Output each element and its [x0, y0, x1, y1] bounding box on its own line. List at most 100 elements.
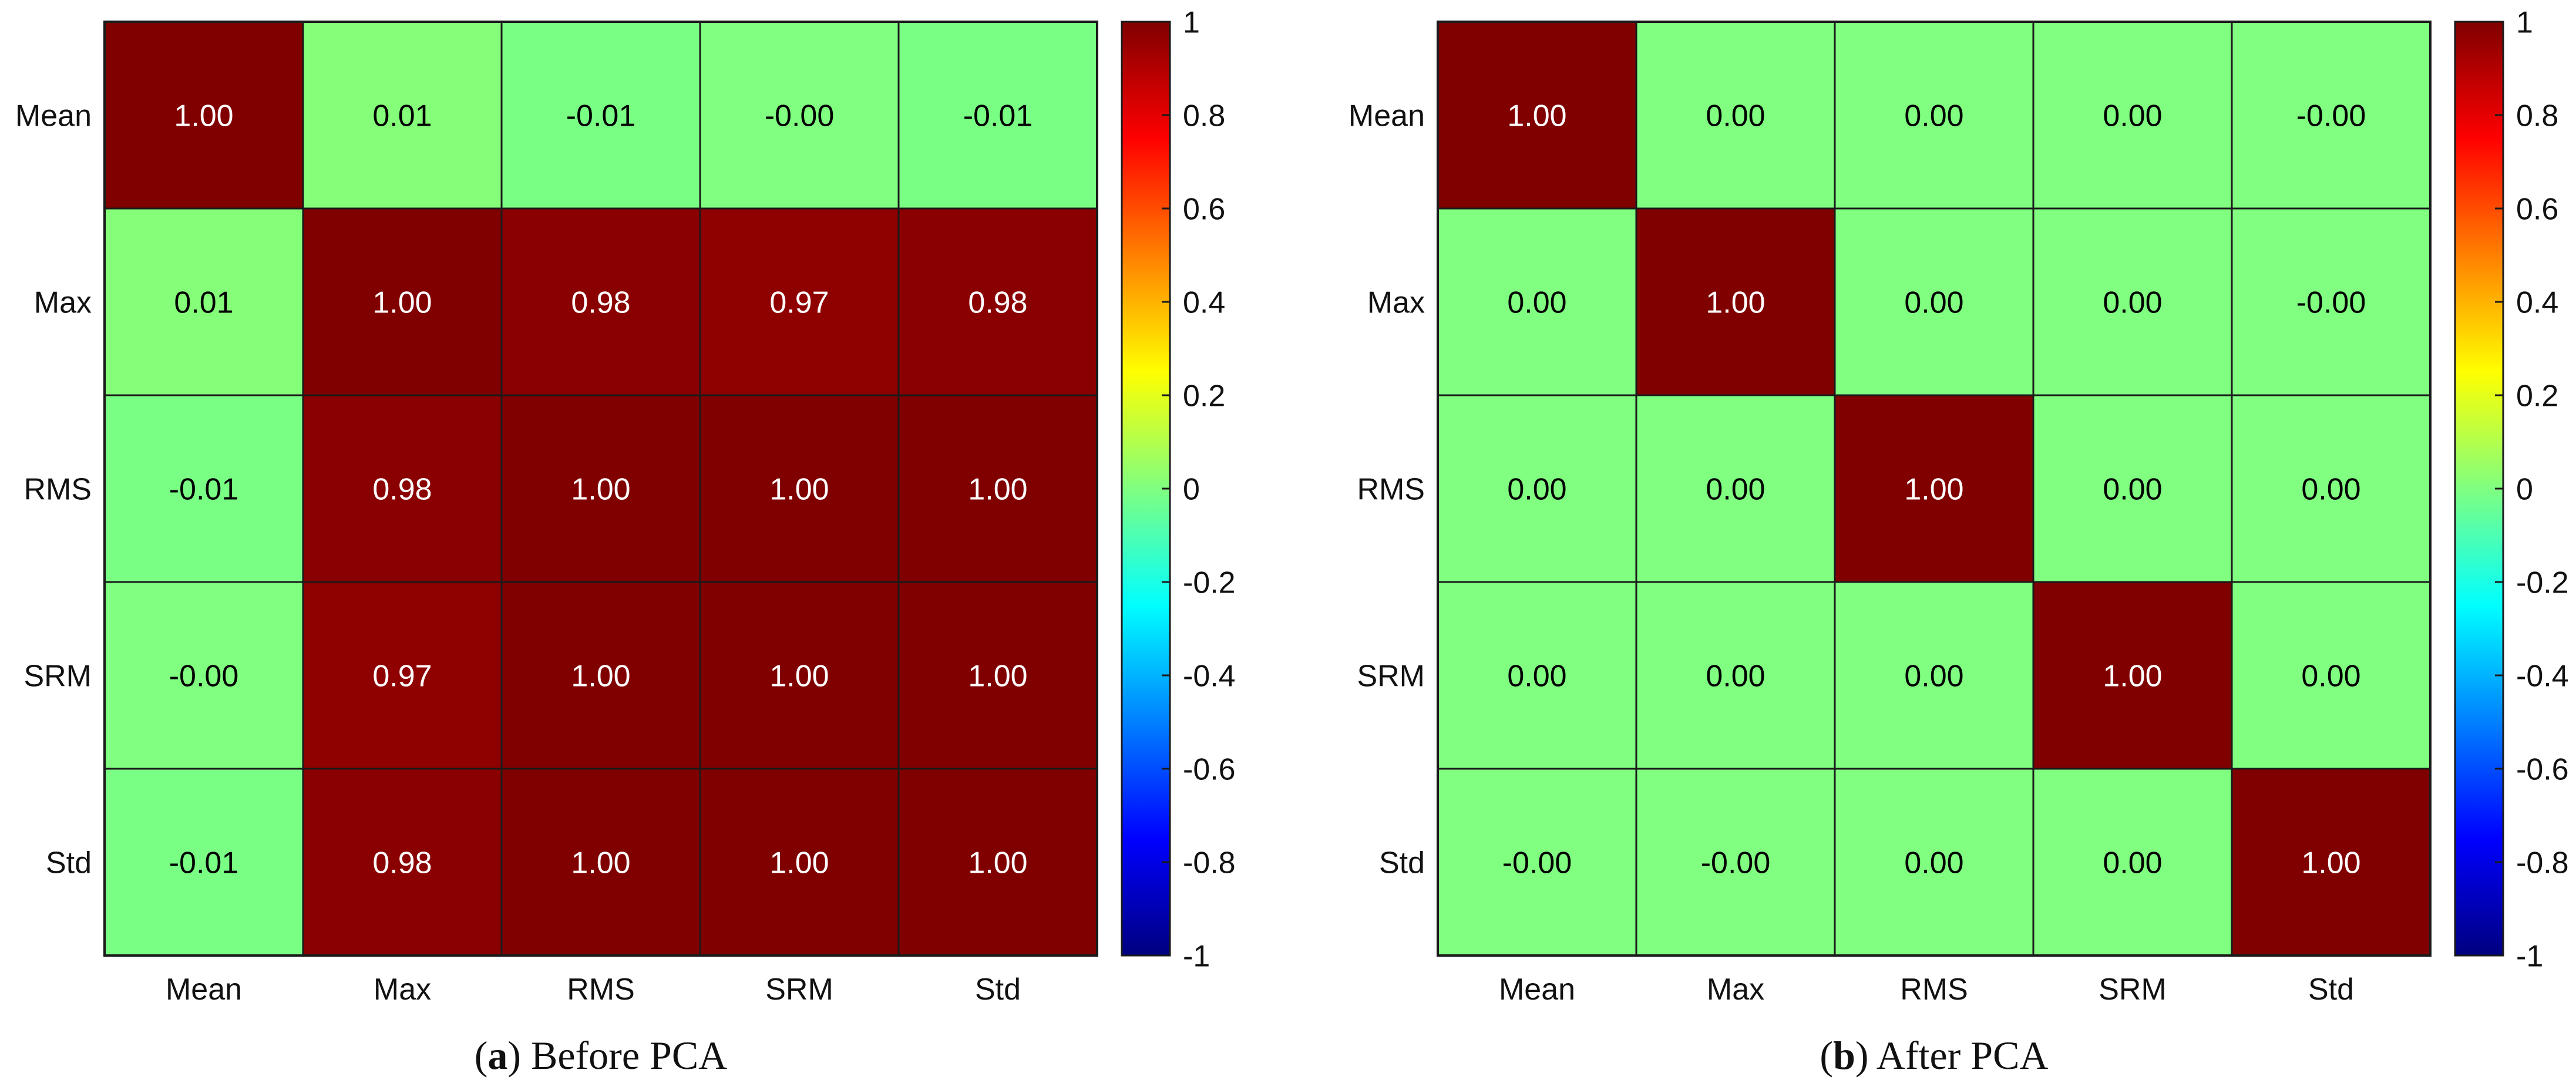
heatmap-frame	[103, 21, 1098, 957]
caption-before-pca: (a) Before PCA	[475, 1033, 728, 1078]
x-tick-label-max: Max	[374, 973, 431, 1007]
cell-value-label: -0.01	[963, 99, 1033, 133]
cell-value-label: 0.00	[1706, 473, 1765, 507]
heatmap-cell-std-srm	[2032, 768, 2233, 957]
colorbar-tick-label: -1	[1183, 940, 1210, 974]
heatmap-cell-srm-srm	[2032, 581, 2233, 770]
heatmap-cell-rms-rms	[500, 394, 701, 583]
cell-value-label: 1.00	[968, 473, 1027, 507]
cell-value-label: -0.00	[1502, 846, 1572, 880]
colorbar-tick-label: 0.4	[1183, 286, 1225, 320]
heatmap-cell-rms-std	[897, 394, 1098, 583]
x-tick-label-max: Max	[1707, 973, 1764, 1007]
heatmap-cell-mean-std	[2231, 21, 2432, 210]
cell-value-label: 1.00	[571, 660, 630, 694]
cell-value-label: 0.98	[372, 473, 432, 507]
heatmap-cell-max-mean	[1437, 207, 1637, 396]
colorbar-tick-label: 0.2	[1183, 379, 1225, 413]
cell-value-label: 0.01	[174, 286, 233, 320]
colorbar-tick-label: -0.6	[2516, 753, 2569, 787]
colorbar-tick-label: 0.8	[1183, 99, 1225, 133]
y-tick-label-mean: Mean	[1348, 99, 1425, 133]
cell-value-label: 1.00	[769, 846, 829, 880]
cell-value-label: -0.01	[169, 473, 239, 507]
cell-value-label: 0.00	[1904, 286, 1963, 320]
heatmap-cell-srm-std	[897, 581, 1098, 770]
heatmap-cell-std-mean	[103, 768, 304, 957]
heatmap-before-pca: 1.00 0.01 -0.01 -0.00 -0.01 0.01 1.00 0.98 0.97 0…	[15, 6, 1236, 1078]
y-tick-label-max: Max	[34, 286, 92, 320]
y-tick-label-max: Max	[1367, 286, 1425, 320]
heatmap-cell-max-rms	[1834, 207, 2034, 396]
heatmap-cell-mean-max	[1635, 21, 1836, 210]
caption-after-pca: (b) After PCA	[1820, 1033, 2048, 1078]
heatmap-cell-std-rms	[500, 768, 701, 957]
heatmap-cell-mean-std	[897, 21, 1098, 210]
colorbar-tick-label: 1	[1183, 6, 1200, 40]
cell-value-label: 0.98	[372, 846, 432, 880]
cell-value-label: 1.00	[372, 286, 432, 320]
x-tick-label-std: Std	[2308, 973, 2354, 1007]
colorbar-tick-label: 0	[2516, 473, 2533, 507]
heatmap-frame	[1437, 21, 2432, 957]
cell-value-label: -0.00	[765, 99, 835, 133]
cell-value-label: -0.00	[1701, 846, 1771, 880]
cell-value-label: -0.01	[566, 99, 636, 133]
x-tick-label-srm: SRM	[2099, 973, 2167, 1007]
heatmap-cell-max-max	[1635, 207, 1836, 396]
colorbar-tick-label: -0.2	[1183, 566, 1236, 600]
heatmap-cell-rms-mean	[1437, 394, 1637, 583]
cell-value-label: 1.00	[769, 660, 829, 694]
y-tick-label-rms: RMS	[1357, 473, 1425, 507]
cell-value-label: 0.00	[1507, 286, 1566, 320]
cell-value-label: 0.00	[2103, 286, 2162, 320]
heatmap-cell-std-std	[2231, 768, 2432, 957]
y-tick-label-std: Std	[1379, 846, 1425, 880]
x-tick-label-rms: RMS	[567, 973, 635, 1007]
colorbar-tick-label: 0.6	[2516, 193, 2558, 227]
heatmap-cell-srm-max	[302, 581, 503, 770]
heatmap-cell-srm-rms	[1834, 581, 2034, 770]
cell-value-label: 0.01	[372, 99, 432, 133]
x-tick-label-rms: RMS	[1900, 973, 1968, 1007]
cell-value-label: 1.00	[2103, 660, 2162, 694]
cell-value-label: 1.00	[1904, 473, 1963, 507]
cell-value-label: 1.00	[2301, 846, 2360, 880]
cell-value-label: 1.00	[968, 660, 1027, 694]
colorbar-tick-label: 1	[2516, 6, 2533, 40]
y-tick-label-srm: SRM	[23, 660, 92, 694]
heatmap-cell-srm-rms	[500, 581, 701, 770]
cell-value-label: 0.00	[1904, 846, 1963, 880]
heatmap-after-pca: 1.00 0.00 0.00 0.00 -0.00 0.00 1.00 0.00 0.00 -0.…	[1348, 6, 2569, 1078]
colorbar-tick-label: 0.2	[2516, 379, 2558, 413]
heatmap-cell-rms-rms	[1834, 394, 2034, 583]
heatmap-cell-rms-max	[1635, 394, 1836, 583]
y-tick-label-std: Std	[46, 846, 92, 880]
cell-value-label: 0.00	[1507, 473, 1566, 507]
cell-value-label: 0.00	[2103, 473, 2162, 507]
y-tick-label-srm: SRM	[1357, 660, 1425, 694]
cell-value-label: -0.00	[169, 660, 239, 694]
cell-value-label: 0.00	[2103, 99, 2162, 133]
heatmap-cell-srm-max	[1635, 581, 1836, 770]
x-tick-label-mean: Mean	[166, 973, 242, 1007]
cell-value-label: 1.00	[769, 473, 829, 507]
cell-value-label: 1.00	[1507, 99, 1566, 133]
heatmap-cell-rms-max	[302, 394, 503, 583]
heatmap-cell-max-std	[897, 207, 1098, 396]
x-tick-label-std: Std	[975, 973, 1021, 1007]
heatmap-cell-srm-std	[2231, 581, 2432, 770]
colorbar-tick-label: -0.2	[2516, 566, 2569, 600]
colorbar-tick-label: -0.8	[1183, 846, 1236, 880]
cell-value-label: 0.00	[1706, 99, 1765, 133]
heatmap-cell-srm-mean	[1437, 581, 1637, 770]
cell-value-label: 1.00	[1706, 286, 1765, 320]
heatmap-cell-std-max	[302, 768, 503, 957]
cell-value-label: 0.00	[1904, 99, 1963, 133]
heatmap-cell-max-rms	[500, 207, 701, 396]
cell-value-label: -0.00	[2296, 286, 2366, 320]
cell-value-label: 0.97	[372, 660, 432, 694]
colorbar-tick-label: 0	[1183, 473, 1200, 507]
cell-value-label: 0.00	[2301, 660, 2360, 694]
cell-value-label: 0.00	[1507, 660, 1566, 694]
